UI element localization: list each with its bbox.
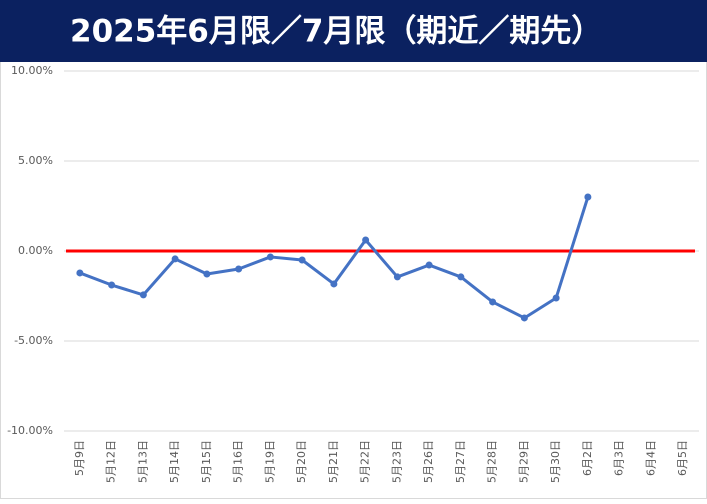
data-point: [425, 261, 433, 269]
title-banner: [0, 0, 707, 62]
x-tick-label: 6月2日: [581, 440, 594, 476]
x-tick-label: 6月5日: [676, 440, 689, 476]
x-tick-label: 5月30日: [549, 440, 562, 483]
x-tick-label: 5月29日: [517, 440, 530, 483]
y-tick-label: 5.00%: [18, 154, 53, 167]
data-point: [108, 281, 116, 289]
x-tick-label: 5月15日: [200, 440, 213, 483]
x-tick-label: 5月23日: [390, 440, 403, 483]
x-tick-label: 5月12日: [105, 440, 118, 483]
data-point: [457, 273, 465, 281]
x-tick-label: 5月21日: [327, 440, 340, 483]
x-tick-label: 5月28日: [486, 440, 499, 483]
data-point: [584, 193, 592, 201]
x-tick-label: 5月20日: [295, 440, 308, 483]
data-point: [298, 256, 306, 264]
x-tick-label: 5月16日: [232, 440, 245, 483]
x-tick-label: 5月9日: [73, 440, 86, 476]
chart-title: 2025年6月限／7月限（期近／期先）: [70, 14, 602, 50]
y-tick-label: 10.00%: [11, 64, 53, 77]
data-point: [171, 255, 179, 263]
data-point: [362, 236, 370, 244]
y-tick-label: -10.00%: [7, 424, 53, 437]
data-point: [489, 298, 497, 306]
y-tick-label: 0.00%: [18, 244, 53, 257]
data-point: [235, 265, 243, 273]
y-tick-label: -5.00%: [14, 334, 53, 347]
x-tick-label: 5月14日: [168, 440, 181, 483]
data-point: [393, 273, 401, 281]
data-point: [552, 294, 560, 302]
data-point: [266, 253, 274, 261]
x-tick-label: 5月19日: [263, 440, 276, 483]
x-tick-label: 5月26日: [422, 440, 435, 483]
data-point: [76, 269, 84, 277]
data-point: [520, 314, 528, 322]
data-point: [330, 280, 338, 288]
x-tick-label: 6月4日: [644, 440, 657, 476]
data-point: [203, 270, 211, 278]
x-tick-label: 5月13日: [136, 440, 149, 483]
x-tick-label: 6月3日: [613, 440, 626, 476]
x-tick-label: 5月27日: [454, 440, 467, 483]
data-point: [139, 291, 147, 299]
x-tick-label: 5月22日: [359, 440, 372, 483]
